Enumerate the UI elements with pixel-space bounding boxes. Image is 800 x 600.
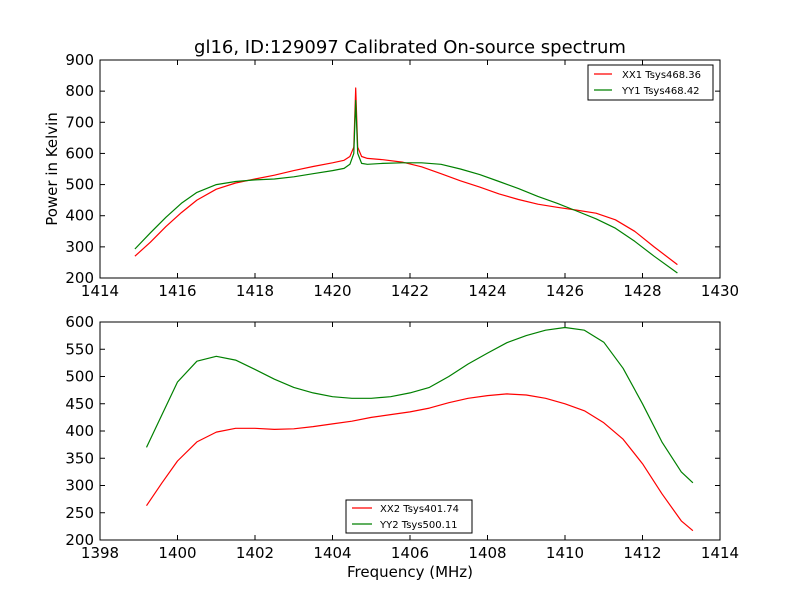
chart-1-x-tick-label: 1426	[546, 282, 584, 300]
chart-2-x-tick-label: 1400	[158, 544, 196, 562]
chart-1-x-tick-label: 1416	[158, 282, 196, 300]
chart-2-legend: XX2 Tsys401.74 YY2 Tsys500.11	[345, 499, 473, 534]
chart-1-legend-entry-1: XX1 Tsys468.36	[622, 70, 701, 81]
chart-1-x-tick-label: 1424	[468, 282, 506, 300]
chart-1-y-tick-label: 400	[65, 207, 94, 225]
chart-2-x-tick-label: 1404	[313, 544, 351, 562]
chart-1-legend: XX1 Tsys468.36 YY1 Tsys468.42	[587, 64, 714, 101]
chart-1-x-tick-label: 1420	[313, 282, 351, 300]
chart-2-y-tick-label: 350	[65, 449, 94, 467]
chart-1-x-tick-label: 1422	[391, 282, 429, 300]
chart-2-x-tick-label: 1412	[623, 544, 661, 562]
chart-2-legend-box	[345, 499, 473, 534]
chart-2-series-2-line	[145, 326, 694, 484]
chart-1-title: gl16, ID:129097 Calibrated On-source spe…	[194, 37, 626, 58]
chart-1-x-tick-label: 1428	[623, 282, 661, 300]
chart-2-x-tick-label: 1402	[236, 544, 274, 562]
chart-1-y-tick-label: 700	[65, 113, 94, 131]
chart-1-y-tick-label: 500	[65, 176, 94, 194]
chart-2-x-tick-label: 1398	[81, 544, 119, 562]
chart-1-y-tick-label: 800	[65, 82, 94, 100]
chart-2-y-tick-label: 400	[65, 422, 94, 440]
chart-2-x-tick-label: 1414	[701, 544, 739, 562]
chart-2-x-tick-label: 1410	[546, 544, 584, 562]
chart-2-y-tick-label: 200	[65, 531, 94, 549]
chart-1-x-tick-label: 1414	[81, 282, 119, 300]
chart-2-y-tick-label: 300	[65, 477, 94, 495]
chart-1-x-tick-label: 1430	[701, 282, 739, 300]
chart-2-y-tick-label: 500	[65, 368, 94, 386]
chart-1-x-tick-label: 1418	[236, 282, 274, 300]
chart-1-y-tick-label: 200	[65, 269, 94, 287]
chart-2-y-tick-label: 450	[65, 395, 94, 413]
chart-1-y-tick-label: 300	[65, 238, 94, 256]
chart-2: Frequency (MHz) 1398 1400 1402 1404 1406 1408…	[65, 313, 739, 581]
chart-1-legend-box	[587, 64, 714, 101]
chart-2-y-tick-label: 550	[65, 340, 94, 358]
chart-2-x-tick-label: 1406	[391, 544, 429, 562]
chart-1-series-2-line	[134, 99, 678, 274]
chart-2-x-axis-label: Frequency (MHz)	[347, 563, 473, 581]
chart-2-plot-area: 1398 1400 1402 1404 1406 1408 1410 1412 1414 200 2…	[65, 313, 739, 562]
chart-1: gl16, ID:129097 Calibrated On-source spe…	[43, 37, 739, 300]
chart-2-legend-entry-2: YY2 Tsys500.11	[379, 520, 458, 531]
chart-2-legend-entry-1: XX2 Tsys401.74	[380, 504, 459, 515]
chart-2-series-1-line	[146, 393, 694, 532]
chart-1-legend-entry-2: YY1 Tsys468.42	[621, 86, 700, 97]
chart-1-series-1-line	[134, 87, 678, 266]
chart-2-y-tick-label: 600	[65, 313, 94, 331]
chart-1-y-tick-label: 600	[65, 144, 94, 162]
chart-1-y-tick-label: 900	[65, 51, 94, 69]
chart-2-x-tick-label: 1408	[468, 544, 506, 562]
chart-1-y-axis-label: Power in Kelvin	[43, 112, 61, 226]
chart-2-y-tick-label: 250	[65, 504, 94, 522]
chart-1-plot-area: 1414 1416 1418 1420 1422 1424 1426 1428 1430 200 3…	[65, 51, 739, 300]
